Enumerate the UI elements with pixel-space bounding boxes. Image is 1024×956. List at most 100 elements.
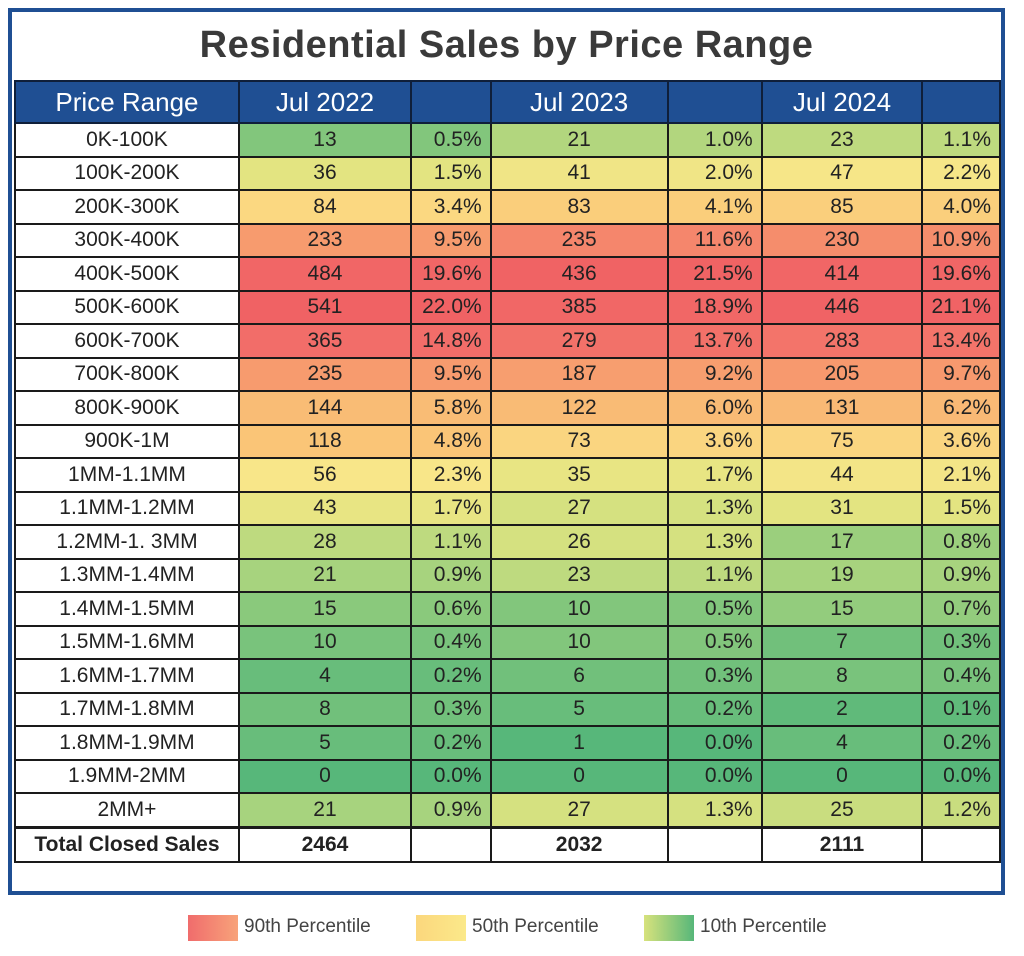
count-cell-jul-2022: 8 — [237, 691, 413, 727]
count-cell-jul-2023: 187 — [489, 356, 669, 392]
count-cell-jul-2022: 43 — [237, 490, 413, 526]
percent-cell-jul-2023: 0.3% — [666, 658, 763, 694]
table-row: 1.6MM-1.7MM 4 0.2% 6 0.3% 8 0.4% — [14, 658, 1001, 694]
percent-cell-jul-2024: 4.0% — [921, 189, 1001, 225]
count-cell-jul-2023: 436 — [489, 256, 669, 292]
count-cell-jul-2024: 7 — [760, 624, 924, 660]
percent-cell-jul-2024: 0.9% — [921, 557, 1001, 593]
count-cell-jul-2022: 36 — [237, 155, 413, 191]
percent-cell-jul-2023: 0.0% — [666, 758, 763, 794]
header-jul-2022: Jul 2022 — [237, 80, 413, 124]
legend-label-10th: 10th Percentile — [700, 916, 827, 937]
count-cell-jul-2023: 122 — [489, 390, 669, 426]
count-cell-jul-2023: 35 — [489, 457, 669, 493]
percent-cell-jul-2024: 3.6% — [921, 423, 1001, 459]
percent-cell-jul-2024: 0.0% — [921, 758, 1001, 794]
percent-cell-jul-2024: 10.9% — [921, 222, 1001, 258]
percent-cell-jul-2023: 1.3% — [666, 524, 763, 560]
sales-table: Price Range Jul 2022 Jul 2023 Jul 2024 0… — [14, 80, 1001, 863]
count-cell-jul-2023: 23 — [489, 557, 669, 593]
count-cell-jul-2022: 84 — [237, 189, 413, 225]
percent-cell-jul-2024: 0.8% — [921, 524, 1001, 560]
count-cell-jul-2024: 47 — [760, 155, 924, 191]
count-cell-jul-2022: 118 — [237, 423, 413, 459]
count-cell-jul-2024: 230 — [760, 222, 924, 258]
page-title: Residential Sales by Price Range — [199, 24, 814, 66]
count-cell-jul-2024: 17 — [760, 524, 924, 560]
price-range-cell: 2MM+ — [14, 792, 240, 828]
count-cell-jul-2022: 541 — [237, 289, 413, 325]
percent-cell-jul-2023: 11.6% — [666, 222, 763, 258]
count-cell-jul-2022: 144 — [237, 390, 413, 426]
header-jul-2024-pct — [921, 80, 1001, 124]
count-cell-jul-2022: 233 — [237, 222, 413, 258]
count-cell-jul-2024: 15 — [760, 591, 924, 627]
count-cell-jul-2023: 5 — [489, 691, 669, 727]
count-cell-jul-2023: 83 — [489, 189, 669, 225]
count-cell-jul-2024: 2 — [760, 691, 924, 727]
percent-cell-jul-2023: 1.3% — [666, 490, 763, 526]
count-cell-jul-2023: 0 — [489, 758, 669, 794]
table-body: 0K-100K 13 0.5% 21 1.0% 23 1.1% 100K-200K 36 1.5%… — [14, 122, 1001, 828]
percent-cell-jul-2022: 9.5% — [410, 356, 492, 392]
total-jul-2022: 2464 — [237, 825, 413, 863]
table-row: 1.1MM-1.2MM 43 1.7% 27 1.3% 31 1.5% — [14, 490, 1001, 526]
count-cell-jul-2023: 279 — [489, 323, 669, 359]
percent-cell-jul-2024: 1.2% — [921, 792, 1001, 828]
count-cell-jul-2024: 131 — [760, 390, 924, 426]
percent-cell-jul-2022: 1.1% — [410, 524, 492, 560]
count-cell-jul-2022: 235 — [237, 356, 413, 392]
count-cell-jul-2024: 8 — [760, 658, 924, 694]
percent-cell-jul-2024: 0.4% — [921, 658, 1001, 694]
count-cell-jul-2022: 28 — [237, 524, 413, 560]
price-range-cell: 0K-100K — [14, 122, 240, 158]
count-cell-jul-2023: 27 — [489, 792, 669, 828]
legend-swatch-90th — [188, 915, 238, 941]
percent-cell-jul-2023: 18.9% — [666, 289, 763, 325]
percent-cell-jul-2024: 1.5% — [921, 490, 1001, 526]
table-row: 700K-800K 235 9.5% 187 9.2% 205 9.7% — [14, 356, 1001, 392]
price-range-cell: 900K-1M — [14, 423, 240, 459]
count-cell-jul-2023: 235 — [489, 222, 669, 258]
table-row: 600K-700K 365 14.8% 279 13.7% 283 13.4% — [14, 323, 1001, 359]
percent-cell-jul-2023: 0.5% — [666, 591, 763, 627]
percent-cell-jul-2022: 0.3% — [410, 691, 492, 727]
total-jul-2023-pct — [666, 825, 763, 863]
percent-cell-jul-2023: 4.1% — [666, 189, 763, 225]
table-row: 1MM-1.1MM 56 2.3% 35 1.7% 44 2.1% — [14, 457, 1001, 493]
percent-cell-jul-2022: 0.5% — [410, 122, 492, 158]
percent-cell-jul-2023: 6.0% — [666, 390, 763, 426]
total-label: Total Closed Sales — [14, 825, 240, 863]
count-cell-jul-2022: 56 — [237, 457, 413, 493]
percent-cell-jul-2022: 0.0% — [410, 758, 492, 794]
count-cell-jul-2024: 25 — [760, 792, 924, 828]
table-row: 900K-1M 118 4.8% 73 3.6% 75 3.6% — [14, 423, 1001, 459]
percent-cell-jul-2024: 2.1% — [921, 457, 1001, 493]
percent-cell-jul-2022: 0.2% — [410, 725, 492, 761]
total-jul-2023: 2032 — [489, 825, 669, 863]
price-range-cell: 800K-900K — [14, 390, 240, 426]
percent-cell-jul-2022: 0.6% — [410, 591, 492, 627]
percent-cell-jul-2024: 2.2% — [921, 155, 1001, 191]
header-price-range: Price Range — [14, 80, 240, 124]
percent-cell-jul-2022: 9.5% — [410, 222, 492, 258]
percent-cell-jul-2024: 21.1% — [921, 289, 1001, 325]
percent-cell-jul-2023: 1.3% — [666, 792, 763, 828]
percent-cell-jul-2024: 6.2% — [921, 390, 1001, 426]
count-cell-jul-2024: 283 — [760, 323, 924, 359]
price-range-cell: 1MM-1.1MM — [14, 457, 240, 493]
header-row: Price Range Jul 2022 Jul 2023 Jul 2024 — [14, 80, 1001, 124]
count-cell-jul-2024: 205 — [760, 356, 924, 392]
count-cell-jul-2024: 446 — [760, 289, 924, 325]
count-cell-jul-2023: 10 — [489, 624, 669, 660]
count-cell-jul-2022: 13 — [237, 122, 413, 158]
table-row: 1.9MM-2MM 0 0.0% 0 0.0% 0 0.0% — [14, 758, 1001, 794]
count-cell-jul-2023: 10 — [489, 591, 669, 627]
percent-cell-jul-2022: 0.9% — [410, 792, 492, 828]
table-row: 1.7MM-1.8MM 8 0.3% 5 0.2% 2 0.1% — [14, 691, 1001, 727]
percent-cell-jul-2024: 0.3% — [921, 624, 1001, 660]
percent-cell-jul-2023: 3.6% — [666, 423, 763, 459]
percent-cell-jul-2023: 0.5% — [666, 624, 763, 660]
percent-cell-jul-2023: 1.7% — [666, 457, 763, 493]
legend: 90th Percentile 50th Percentile 10th Per… — [0, 908, 1024, 948]
